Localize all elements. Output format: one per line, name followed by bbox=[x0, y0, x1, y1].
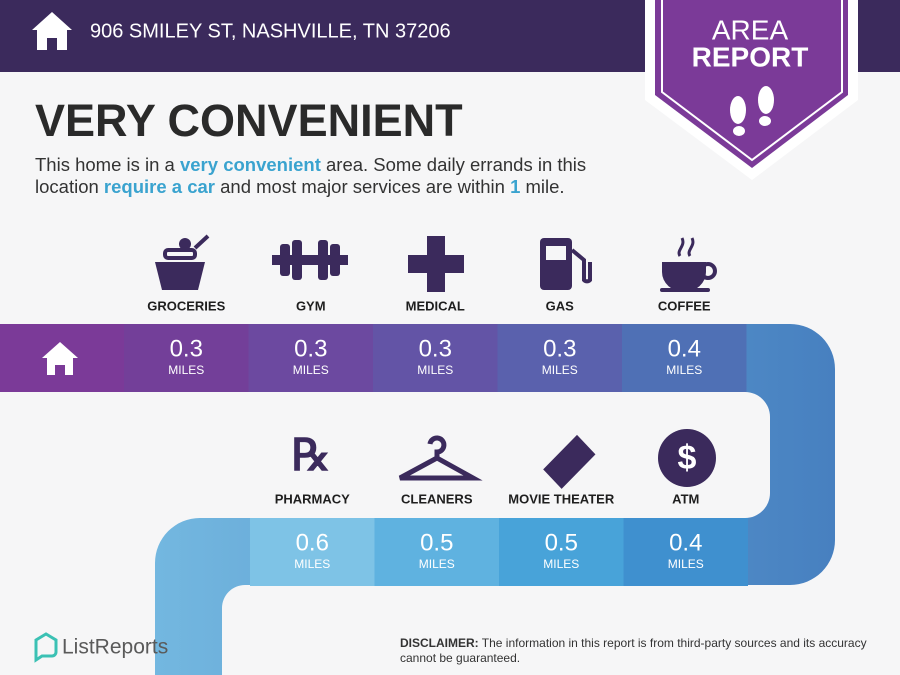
badge bbox=[655, 0, 848, 168]
distance-unit: MILES bbox=[417, 363, 453, 377]
distance-value: 0.3 bbox=[543, 335, 576, 362]
atm-icon bbox=[658, 429, 716, 487]
amenity-label: CLEANERS bbox=[401, 491, 473, 506]
distance-value: 0.3 bbox=[170, 335, 203, 362]
description: This home is in a very convenient area. … bbox=[35, 154, 586, 198]
description-text: mile. bbox=[520, 176, 565, 197]
home-icon bbox=[42, 342, 78, 375]
distance-cell bbox=[623, 518, 748, 586]
distance-unit: MILES bbox=[543, 557, 579, 571]
distance-cell bbox=[248, 324, 373, 392]
amenity-label: ATM bbox=[672, 491, 699, 506]
badge-border bbox=[661, 0, 843, 162]
distance-value: 0.3 bbox=[419, 335, 452, 362]
address: 906 SMILEY ST, NASHVILLE, TN 37206 bbox=[90, 20, 451, 42]
badge-line: AREA bbox=[712, 14, 789, 45]
disclaimer: DISCLAIMER: The information in this repo… bbox=[400, 636, 870, 666]
movie-icon bbox=[543, 434, 596, 489]
coffee-icon bbox=[660, 237, 717, 292]
amenity-label: GYM bbox=[296, 298, 326, 313]
icons: ℞ $ bbox=[155, 234, 717, 489]
description-text: This home is in a bbox=[35, 154, 180, 175]
description-text: location bbox=[35, 176, 104, 197]
distance-value: 0.6 bbox=[296, 529, 329, 556]
disclaimer-text: The information in this report is from t… bbox=[400, 636, 867, 665]
amenity-label: GROCERIES bbox=[147, 298, 225, 313]
highlight-text: 1 bbox=[510, 176, 521, 197]
distance-unit: MILES bbox=[419, 557, 455, 571]
highlight-text: require a car bbox=[103, 176, 215, 197]
disclaimer-label: DISCLAIMER: bbox=[400, 636, 479, 650]
distance-value: 0.4 bbox=[669, 529, 702, 556]
distance-unit: MILES bbox=[294, 557, 330, 571]
distance-unit: MILES bbox=[293, 363, 329, 377]
route-ribbon bbox=[0, 324, 835, 675]
distance-cell bbox=[499, 518, 624, 586]
distance-value: 0.5 bbox=[420, 529, 453, 556]
medical-icon bbox=[408, 236, 464, 292]
distance-cell bbox=[622, 324, 747, 392]
groceries-icon bbox=[155, 234, 210, 290]
description-text: and most major services are within bbox=[214, 176, 511, 197]
atm-icon-symbol: $ bbox=[678, 439, 697, 477]
pharmacy-icon: ℞ bbox=[291, 431, 330, 480]
distance-cell bbox=[373, 324, 498, 392]
footprints-icon bbox=[730, 86, 774, 136]
amenity-label: COFFEE bbox=[658, 298, 711, 313]
gym-icon bbox=[272, 240, 348, 280]
brand-logo bbox=[34, 632, 58, 663]
brand: ListReports bbox=[62, 636, 168, 659]
cleaners-icon bbox=[398, 435, 483, 481]
badge-line: REPORT bbox=[692, 41, 809, 72]
description-text: area. Some daily errands in this bbox=[320, 154, 587, 175]
distance-unit: MILES bbox=[666, 363, 702, 377]
amenity-label: PHARMACY bbox=[275, 491, 350, 506]
header-home-icon bbox=[32, 12, 72, 50]
distance-cell bbox=[250, 518, 375, 586]
distance-value: 0.4 bbox=[668, 335, 701, 362]
distance-unit: MILES bbox=[168, 363, 204, 377]
distance-value: 0.5 bbox=[545, 529, 578, 556]
distance-cell bbox=[374, 518, 499, 586]
distance-unit: MILES bbox=[668, 557, 704, 571]
headline: VERY CONVENIENT bbox=[35, 95, 463, 146]
amenity-label: MEDICAL bbox=[406, 298, 465, 313]
distance-cell bbox=[124, 324, 249, 392]
amenity-label: MOVIE THEATER bbox=[508, 491, 615, 506]
distance-value: 0.3 bbox=[294, 335, 327, 362]
gas-icon bbox=[540, 238, 592, 290]
distance-cell bbox=[497, 324, 622, 392]
highlight-text: very convenient bbox=[179, 154, 321, 175]
amenity-label: GAS bbox=[546, 298, 575, 313]
distance-unit: MILES bbox=[542, 363, 578, 377]
